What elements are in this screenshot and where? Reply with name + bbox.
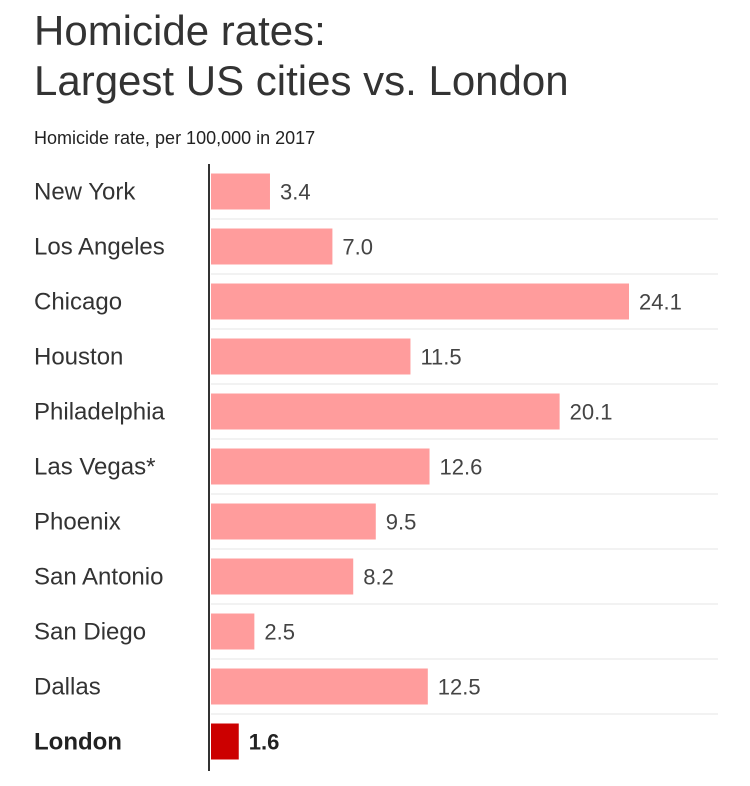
value-label: 3.4 [280, 180, 311, 205]
chart-subtitle: Homicide rate, per 100,000 in 2017 [34, 128, 316, 148]
category-label: Chicago [34, 289, 122, 316]
category-label: Dallas [34, 674, 101, 701]
value-label: 12.5 [438, 675, 481, 700]
category-label: Philadelphia [34, 399, 165, 426]
bar [211, 668, 428, 705]
bar [211, 338, 411, 375]
bar [211, 393, 560, 430]
value-label: 20.1 [570, 400, 613, 425]
bar-highlight [211, 723, 239, 760]
value-label: 24.1 [639, 290, 682, 315]
category-label: New York [34, 179, 136, 206]
category-label: San Diego [34, 619, 146, 646]
category-label: Phoenix [34, 509, 121, 536]
value-label: 12.6 [440, 455, 483, 480]
chart-title: Homicide rates: Largest US cities vs. Lo… [34, 6, 734, 106]
category-label: San Antonio [34, 564, 163, 591]
bar [211, 503, 376, 540]
bar [211, 228, 333, 265]
category-label: Los Angeles [34, 234, 165, 261]
value-label: 1.6 [249, 730, 280, 755]
value-label: 2.5 [264, 620, 295, 645]
value-label: 8.2 [363, 565, 394, 590]
value-label: 11.5 [420, 345, 461, 370]
bar [211, 283, 629, 320]
chart-title-line-1: Homicide rates: [34, 7, 326, 54]
bar [211, 613, 255, 650]
bar [211, 173, 270, 210]
bar [211, 558, 354, 595]
category-label: Las Vegas* [34, 454, 155, 481]
value-label: 9.5 [386, 510, 417, 535]
category-label: Houston [34, 344, 123, 371]
value-label: 7.0 [342, 235, 373, 260]
bar [211, 448, 430, 485]
chart-title-line-2: Largest US cities vs. London [34, 57, 569, 104]
category-label: London [34, 729, 122, 756]
